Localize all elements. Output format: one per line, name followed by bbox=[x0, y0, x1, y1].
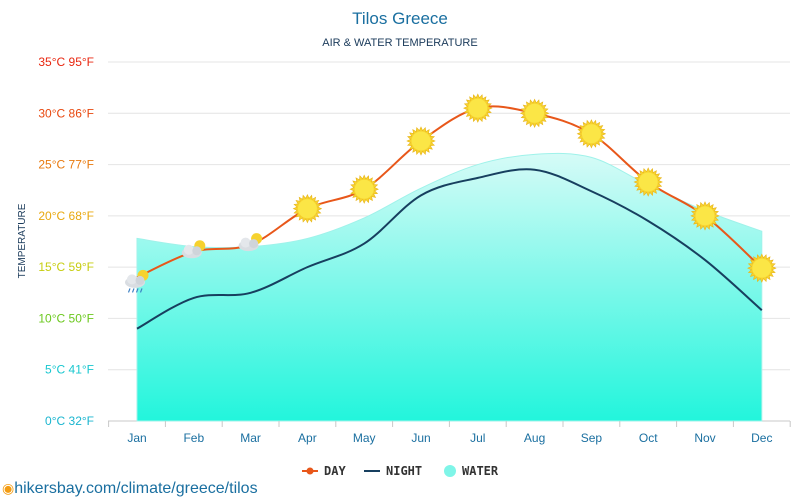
rain-drop bbox=[131, 288, 135, 293]
y-tick-label: 25°C 77°F bbox=[38, 158, 94, 172]
sun-icon bbox=[747, 253, 777, 283]
x-tick-label: Feb bbox=[183, 431, 204, 445]
sun-icon bbox=[463, 93, 493, 123]
x-tick-label: Jun bbox=[411, 431, 430, 445]
x-tick-label: Oct bbox=[639, 431, 658, 445]
location-pin-icon: ◉ bbox=[2, 480, 15, 496]
cloud-puff bbox=[249, 239, 259, 249]
chart-title: Tilos Greece bbox=[352, 9, 448, 28]
night-line bbox=[136, 168, 763, 330]
y-tick-label: 20°C 68°F bbox=[38, 209, 94, 223]
x-axis-ticks: Jan Feb Mar Apr May Jun Jul Aug Sep Oct Nov Dec bbox=[108, 421, 791, 445]
x-tick-label: Aug bbox=[524, 431, 545, 445]
y-tick-label: 0°C 32°F bbox=[45, 414, 94, 428]
sun-icon bbox=[292, 193, 323, 224]
source-watermark[interactable]: ◉hikersbay.com/climate/greece/tilos bbox=[2, 480, 258, 498]
sun-core bbox=[468, 98, 488, 118]
x-tick-label: Jan bbox=[127, 431, 146, 445]
y-tick-label: 35°C 95°F bbox=[38, 55, 94, 69]
partly-cloudy-icon bbox=[238, 233, 263, 252]
x-tick-label: Dec bbox=[751, 431, 772, 445]
cloud-puff bbox=[192, 246, 202, 256]
sun-icon bbox=[349, 174, 379, 204]
legend-day-marker bbox=[306, 467, 314, 475]
legend-water-marker bbox=[444, 465, 456, 477]
x-tick-label: Nov bbox=[694, 431, 715, 445]
sun-icon bbox=[406, 126, 436, 156]
x-tick-label: Sep bbox=[581, 431, 603, 445]
partly-cloudy-icon bbox=[181, 240, 206, 259]
y-tick-label: 30°C 86°F bbox=[38, 106, 94, 120]
y-axis-ticks: 0°C 32°F 5°C 41°F 10°C 50°F 15°C 59°F 20°C 6… bbox=[38, 55, 94, 428]
legend-day-label: DAY bbox=[324, 464, 346, 478]
cloud-puff bbox=[240, 237, 251, 248]
sun-icon bbox=[633, 167, 663, 197]
chart-subtitle: AIR & WATER TEMPERATURE bbox=[322, 37, 477, 49]
rain-drop bbox=[139, 288, 143, 293]
sun-icon bbox=[519, 98, 550, 129]
legend-item-water[interactable]: WATER bbox=[444, 464, 499, 478]
sun-core bbox=[525, 103, 545, 123]
legend-night-label: NIGHT bbox=[386, 464, 422, 478]
y-axis-label: TEMPERATURE bbox=[17, 203, 28, 278]
sun-icon bbox=[690, 201, 720, 231]
sun-core bbox=[695, 206, 715, 226]
sun-core bbox=[638, 172, 658, 192]
x-tick-label: Mar bbox=[240, 431, 261, 445]
sun-core bbox=[354, 179, 374, 199]
sun-core bbox=[581, 124, 601, 144]
sun-core bbox=[411, 131, 431, 151]
y-tick-label: 10°C 50°F bbox=[38, 311, 94, 325]
sun-icon bbox=[576, 119, 607, 149]
cloud-puff bbox=[183, 244, 194, 255]
rain-drop bbox=[135, 288, 139, 293]
cloud-puff bbox=[127, 274, 137, 285]
legend: DAY NIGHT WATER bbox=[302, 464, 499, 478]
rain-cloud-icon bbox=[125, 269, 149, 293]
x-tick-label: May bbox=[353, 431, 376, 445]
weather-icons bbox=[125, 93, 777, 293]
source-url: hikersbay.com/climate/greece/tilos bbox=[14, 480, 258, 497]
sun-core bbox=[752, 258, 772, 278]
rain-drop bbox=[127, 288, 131, 293]
legend-item-day[interactable]: DAY bbox=[302, 464, 346, 478]
legend-item-night[interactable]: NIGHT bbox=[364, 464, 422, 478]
cloud-puff bbox=[135, 275, 145, 285]
sun-core bbox=[297, 199, 317, 219]
x-tick-label: Apr bbox=[298, 431, 317, 445]
y-tick-label: 5°C 41°F bbox=[45, 363, 94, 377]
y-tick-label: 15°C 59°F bbox=[38, 260, 94, 274]
x-tick-label: Jul bbox=[470, 431, 485, 445]
legend-water-label: WATER bbox=[462, 464, 499, 478]
